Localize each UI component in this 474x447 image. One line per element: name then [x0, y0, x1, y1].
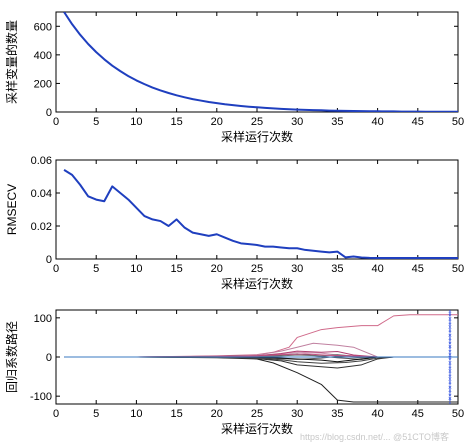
x-tick-label: 0 — [53, 116, 59, 128]
x-axis-label: 采样运行次数 — [221, 276, 293, 291]
series-line — [63, 12, 458, 112]
y-tick-label: 200 — [34, 78, 52, 90]
optimal-marker-star: * — [448, 398, 451, 407]
y-tick-label: -100 — [30, 391, 52, 403]
y-tick-label: 0 — [46, 254, 52, 266]
x-tick-label: 25 — [251, 116, 263, 128]
optimal-marker-star: * — [448, 332, 451, 341]
optimal-marker-star: * — [448, 384, 451, 393]
watermark-text: https://blog.csdn.net/... @51CTO博客 — [300, 431, 449, 442]
x-axis-label: 采样运行次数 — [221, 421, 293, 436]
optimal-marker-star: * — [448, 359, 451, 368]
y-tick-label: 0.06 — [31, 155, 52, 167]
optimal-marker-star: * — [448, 381, 451, 390]
plot-area — [63, 12, 458, 112]
optimal-marker-star: * — [448, 373, 451, 382]
optimal-marker-star: * — [448, 324, 451, 333]
optimal-marker-star: * — [448, 346, 451, 355]
optimal-marker-star: * — [448, 376, 451, 385]
optimal-marker-star: * — [448, 321, 451, 330]
x-tick-label: 35 — [331, 116, 343, 128]
y-tick-label: 100 — [34, 313, 52, 325]
chart-rmsecv: 0 5 10 15 20 25 30 35 40 45 50 0 0.02 0.04 0.06 采样运行次数 R… — [5, 155, 464, 291]
optimal-marker-star: * — [448, 370, 451, 379]
plot-frame — [55, 11, 459, 113]
x-tick-label: 10 — [130, 263, 142, 275]
optimal-marker-star: * — [448, 378, 451, 387]
x-tick-label: 35 — [331, 408, 343, 420]
y-tick-label: 0 — [46, 107, 52, 119]
optimal-marker-star: * — [448, 343, 451, 352]
x-tick-label: 30 — [291, 116, 303, 128]
x-tick-label: 20 — [211, 116, 223, 128]
y-axis-label: 采样变量的数量 — [4, 20, 19, 104]
x-tick-label: 40 — [371, 116, 383, 128]
x-tick-label: 5 — [93, 116, 99, 128]
x-tick-label: 10 — [130, 116, 142, 128]
optimal-marker-star: * — [448, 351, 451, 360]
optimal-marker-star: * — [448, 354, 451, 363]
optimal-marker-star: * — [448, 362, 451, 371]
y-tick-label: 0 — [46, 352, 52, 364]
x-tick-label: 0 — [53, 408, 59, 420]
y-tick-label: 400 — [34, 50, 52, 62]
series-line — [64, 356, 458, 403]
y-tick-label: 0.04 — [31, 188, 52, 200]
optimal-marker-star: * — [448, 387, 451, 396]
x-axis-label: 采样运行次数 — [221, 129, 293, 144]
y-axis-label: 回归系数路径 — [4, 321, 19, 393]
x-tick-label: 10 — [130, 408, 142, 420]
optimal-marker-star: * — [448, 357, 451, 366]
x-tick-label: 45 — [412, 263, 424, 275]
optimal-marker-star: * — [448, 313, 451, 322]
x-tick-label: 40 — [371, 263, 383, 275]
x-tick-label: 5 — [93, 263, 99, 275]
y-tick-label: 600 — [34, 21, 52, 33]
x-tick-label: 35 — [331, 263, 343, 275]
plot-area: ********************************* — [64, 310, 458, 407]
x-tick-label: 30 — [291, 263, 303, 275]
x-tick-label: 25 — [251, 408, 263, 420]
optimal-marker-star: * — [448, 335, 451, 344]
optimal-marker-star: * — [448, 389, 451, 398]
x-tick-label: 15 — [170, 263, 182, 275]
x-tick-label: 15 — [170, 116, 182, 128]
x-tick-label: 30 — [291, 408, 303, 420]
x-tick-label: 50 — [452, 408, 464, 420]
x-tick-label: 45 — [412, 408, 424, 420]
x-tick-label: 50 — [452, 116, 464, 128]
optimal-marker-star: * — [448, 340, 451, 349]
x-tick-label: 0 — [53, 263, 59, 275]
y-tick-label: 0.02 — [31, 221, 52, 233]
optimal-marker-star: * — [448, 392, 451, 401]
series-line — [64, 314, 458, 358]
optimal-marker-star: * — [448, 337, 451, 346]
chart-sample-count: 0 5 10 15 20 25 30 35 40 45 50 0 200 400 600 采样运行次数 采样变量… — [4, 11, 464, 144]
x-tick-label: 15 — [170, 408, 182, 420]
y-axis-label: RMSECV — [5, 184, 19, 235]
x-tick-label: 45 — [412, 116, 424, 128]
x-tick-label: 40 — [371, 408, 383, 420]
optimal-marker-star: * — [448, 367, 451, 376]
chart-coefficient-paths: 0 5 10 15 20 25 30 35 40 45 50-1000100采样运行次数回归系数路径… — [4, 309, 464, 436]
series-line — [63, 169, 458, 259]
optimal-marker-star: * — [448, 348, 451, 357]
optimal-marker-star: * — [448, 329, 451, 338]
x-tick-label: 5 — [93, 408, 99, 420]
optimal-marker-star: * — [448, 365, 451, 374]
x-tick-label: 20 — [211, 263, 223, 275]
x-tick-label: 50 — [452, 263, 464, 275]
optimal-marker-star: * — [448, 315, 451, 324]
x-tick-label: 25 — [251, 263, 263, 275]
optimal-marker-star: * — [448, 395, 451, 404]
plot-area — [63, 169, 458, 259]
optimal-marker-star: * — [448, 318, 451, 327]
optimal-marker-star: * — [448, 310, 451, 319]
optimal-marker-star: * — [448, 326, 451, 335]
x-tick-label: 20 — [211, 408, 223, 420]
